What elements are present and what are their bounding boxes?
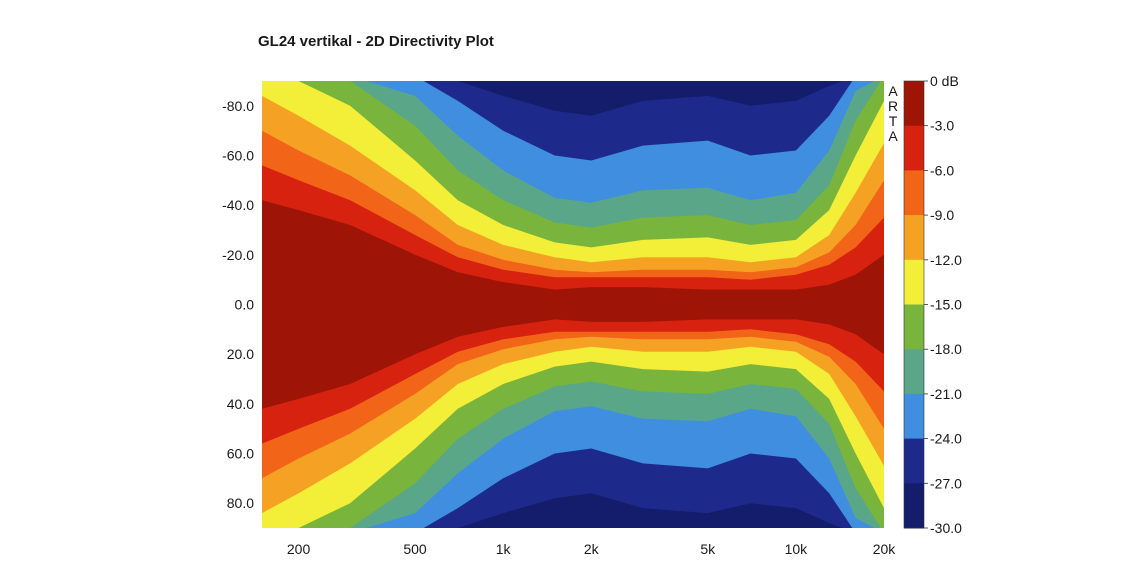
- colorbar-label: -12.0: [930, 252, 962, 268]
- band-3db: [262, 200, 884, 409]
- colorbar-swatch: [904, 393, 924, 440]
- x-tick-label: 10k: [785, 541, 809, 557]
- colorbar-label: 0 dB: [930, 73, 959, 89]
- y-tick-label: 0.0: [235, 297, 255, 313]
- colorbar-label: -9.0: [930, 207, 954, 223]
- colorbar-label: -18.0: [930, 341, 962, 357]
- x-tick-label: 500: [403, 541, 427, 557]
- chart-title: GL24 vertikal - 2D Directivity Plot: [258, 33, 494, 50]
- x-tick-label: 1k: [496, 541, 512, 557]
- colorbar-swatch: [904, 259, 924, 305]
- y-tick-label: -40.0: [222, 197, 254, 213]
- x-tick-label: 200: [287, 541, 311, 557]
- y-tick-label: -60.0: [222, 148, 254, 164]
- x-tick-label: 20k: [873, 541, 897, 557]
- arta-letter: A: [888, 83, 898, 99]
- arta-letter: R: [888, 98, 898, 114]
- colorbar-swatch: [904, 125, 924, 171]
- y-tick-label: 40.0: [227, 396, 254, 412]
- colorbar-swatch: [904, 349, 924, 395]
- colorbar-label: -30.0: [930, 520, 962, 536]
- x-tick-label: 2k: [584, 541, 600, 557]
- colorbar-swatch: [904, 170, 924, 216]
- y-tick-label: 60.0: [227, 446, 254, 462]
- y-tick-label: -20.0: [222, 247, 254, 263]
- colorbar-swatch: [904, 215, 924, 261]
- colorbar-label: -21.0: [930, 386, 962, 402]
- colorbar-label: -15.0: [930, 297, 962, 313]
- colorbar-label: -24.0: [930, 431, 962, 447]
- colorbar-swatch: [904, 304, 924, 350]
- colorbar-swatch: [904, 438, 924, 484]
- colorbar-swatch: [904, 81, 924, 127]
- colorbar-swatch: [904, 483, 924, 529]
- y-tick-label: 80.0: [227, 495, 254, 511]
- x-tick-label: 5k: [700, 541, 716, 557]
- arta-letter: A: [888, 128, 898, 144]
- colorbar-label: -27.0: [930, 475, 962, 491]
- y-tick-label: -80.0: [222, 98, 254, 114]
- colorbar-label: -3.0: [930, 118, 954, 134]
- y-tick-label: 20.0: [227, 346, 254, 362]
- colorbar-label: -6.0: [930, 162, 954, 178]
- arta-letter: T: [889, 113, 898, 129]
- heatmap-bands: [262, 81, 884, 528]
